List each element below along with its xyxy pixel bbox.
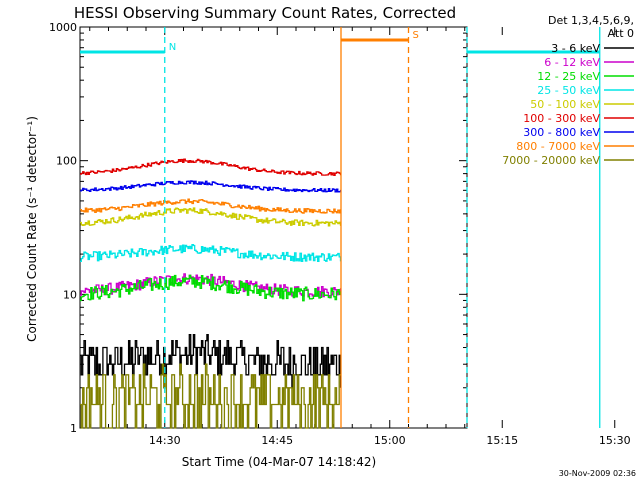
series-line-1 xyxy=(80,333,342,389)
series-line-8 xyxy=(80,198,342,214)
legend-label: 7000 - 20000 keV xyxy=(502,154,600,167)
y-tick-label: 1000 xyxy=(49,21,77,34)
series-line-4 xyxy=(80,244,342,263)
chart-title: HESSI Observing Summary Count Rates, Cor… xyxy=(74,4,456,22)
x-tick-label: 15:00 xyxy=(374,434,406,447)
plot-area: 110100100014:3014:4515:0015:1515:3015:45… xyxy=(49,21,631,447)
x-tick-label: 15:30 xyxy=(599,434,631,447)
y-tick-label: 1 xyxy=(70,422,77,435)
legend-label: 800 - 7000 keV xyxy=(516,140,600,153)
legend-label: 300 - 800 keV xyxy=(523,126,600,139)
timestamp: 30-Nov-2009 02:36 xyxy=(559,469,636,478)
legend-label: 50 - 100 keV xyxy=(530,98,600,111)
x-tick-label: 14:30 xyxy=(149,434,181,447)
y-tick-label: 100 xyxy=(56,155,77,168)
annotation-label: S xyxy=(413,30,419,41)
annotation-label: N xyxy=(169,42,176,53)
y-axis-label: Corrected Count Rate (s⁻¹ detector⁻¹) xyxy=(25,116,39,342)
legend-label: 100 - 300 keV xyxy=(523,112,600,125)
y-tick-label: 10 xyxy=(63,288,77,301)
x-axis-label: Start Time (04-Mar-07 14:18:42) xyxy=(182,455,376,469)
legend-header: Att 0 xyxy=(608,27,634,40)
legend-label: 3 - 6 keV xyxy=(551,42,600,55)
legend-header: Det 1,3,4,5,6,9, xyxy=(548,14,634,27)
series-line-5 xyxy=(80,207,342,227)
series-line-6 xyxy=(80,158,342,176)
series-line-7 xyxy=(80,180,342,193)
x-tick-label: 14:45 xyxy=(261,434,293,447)
legend-label: 6 - 12 keV xyxy=(544,56,600,69)
x-tick-label: 15:15 xyxy=(486,434,518,447)
legend-label: 25 - 50 keV xyxy=(537,84,600,97)
series-line-3 xyxy=(80,274,342,302)
legend-label: 12 - 25 keV xyxy=(537,70,600,83)
series-line-9 xyxy=(80,363,341,429)
